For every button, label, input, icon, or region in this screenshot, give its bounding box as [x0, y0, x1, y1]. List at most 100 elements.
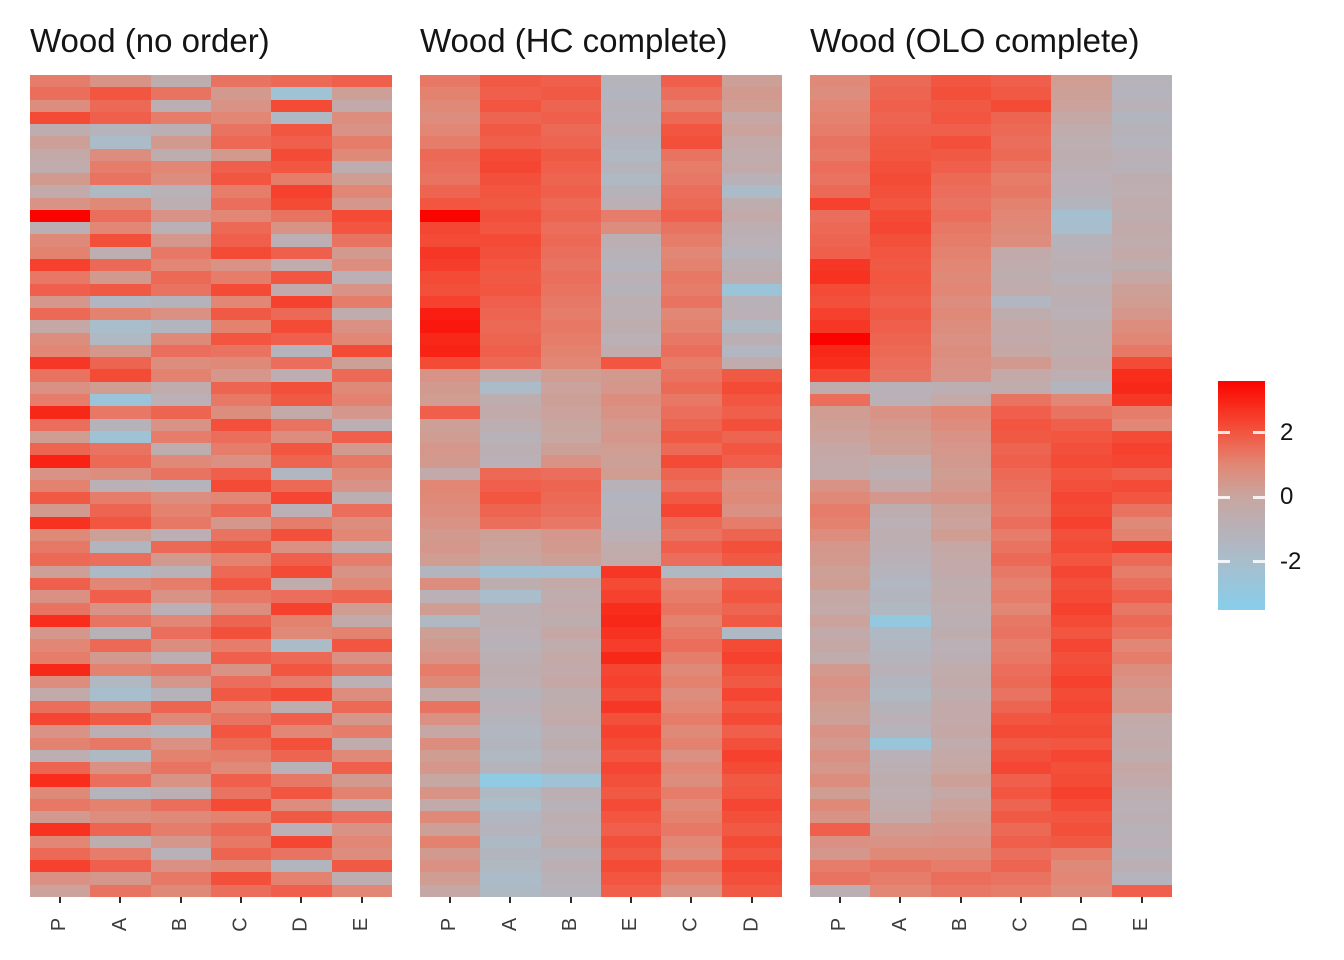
heatmap-cell	[1111, 786, 1172, 799]
heatmap-cell	[721, 504, 782, 517]
heatmap-cell	[721, 835, 782, 848]
heatmap-cell	[420, 295, 481, 309]
x-axis-tick	[449, 897, 452, 903]
heatmap-cell	[600, 700, 662, 713]
heatmap-cell	[420, 872, 481, 885]
heatmap-cell	[990, 884, 1052, 897]
heatmap-cell	[930, 271, 991, 284]
heatmap-cell	[480, 590, 541, 603]
heatmap-cell	[540, 185, 601, 198]
heatmap-cell	[210, 663, 272, 677]
heatmap-cell	[661, 87, 722, 100]
heatmap-cell	[30, 516, 91, 529]
heatmap-cell	[810, 639, 871, 652]
heatmap-cell	[1051, 737, 1112, 750]
heatmap-cell	[210, 847, 272, 861]
heatmap-cell	[90, 418, 151, 431]
heatmap-cell	[1051, 663, 1112, 677]
x-axis-slot: C	[211, 897, 271, 936]
heatmap-cell	[480, 357, 541, 370]
heatmap-cell	[90, 798, 151, 812]
heatmap-cell	[1051, 344, 1112, 358]
heatmap-cell	[990, 430, 1052, 444]
x-axis-slot: E	[332, 897, 392, 936]
heatmap-cell	[870, 811, 931, 824]
heatmap-cell	[810, 443, 871, 456]
heatmap-cell	[331, 847, 392, 861]
heatmap-cell	[810, 614, 871, 628]
heatmap-cell	[331, 614, 392, 628]
heatmap-cell	[1111, 688, 1172, 701]
heatmap-cell	[930, 553, 991, 566]
heatmap-cell	[600, 344, 662, 358]
heatmap-cell	[480, 479, 541, 493]
heatmap-cell	[331, 259, 392, 272]
heatmap-cell	[150, 259, 211, 272]
heatmap-cell	[480, 676, 541, 689]
heatmap-cell	[271, 884, 332, 897]
heatmap-cell	[150, 737, 211, 750]
heatmap-cell	[210, 381, 272, 394]
heatmap-cell	[480, 271, 541, 284]
x-axis-slot: B	[541, 897, 601, 936]
heatmap-cell	[1051, 308, 1112, 321]
heatmap-cell	[30, 504, 91, 517]
heatmap-cell	[420, 234, 481, 247]
heatmap-cell	[90, 467, 151, 480]
heatmap-cell	[420, 823, 481, 836]
heatmap-cell	[721, 99, 782, 112]
x-axis-tick	[569, 897, 572, 903]
heatmap-cell	[90, 308, 151, 321]
heatmap-cell	[930, 234, 991, 247]
heatmap-cell	[540, 492, 601, 505]
heatmap-cell	[810, 418, 871, 431]
x-axis-label: E	[1130, 917, 1153, 932]
heatmap-cell	[540, 418, 601, 431]
heatmap-cell	[721, 308, 782, 321]
heatmap-cell	[661, 823, 722, 836]
heatmap-cell	[271, 418, 332, 431]
heatmap-cell	[1111, 737, 1172, 750]
heatmap-cell	[271, 786, 332, 799]
heatmap-cell	[331, 798, 392, 812]
x-axis-tick	[240, 897, 243, 903]
heatmap-cell	[30, 357, 91, 370]
heatmap-cell	[600, 246, 662, 260]
heatmap-cell	[210, 271, 272, 284]
heatmap-cell	[661, 455, 722, 468]
heatmap-cell	[721, 332, 782, 345]
heatmap-cell	[600, 320, 662, 333]
heatmap-cell	[150, 246, 211, 260]
heatmap-cell	[90, 99, 151, 112]
x-axis-tick	[179, 897, 182, 903]
heatmap-cell	[1111, 160, 1172, 174]
heatmap-cell	[210, 443, 272, 456]
heatmap-cell	[810, 737, 871, 750]
heatmap-cell	[271, 344, 332, 358]
heatmap-cell	[271, 467, 332, 480]
heatmap-cell	[90, 737, 151, 750]
heatmap-cell	[420, 835, 481, 848]
heatmap-cell	[210, 774, 272, 787]
heatmap-cell	[721, 847, 782, 861]
heatmap-cell	[600, 762, 662, 775]
heatmap-cell	[210, 295, 272, 309]
heatmap-cell	[721, 393, 782, 407]
heatmap-cell	[661, 357, 722, 370]
heatmap-cell	[870, 99, 931, 112]
heatmap-cell	[721, 271, 782, 284]
heatmap-cell	[271, 259, 332, 272]
x-axis-label: B	[169, 917, 192, 932]
heatmap-cell	[331, 737, 392, 750]
heatmap-cell	[331, 99, 392, 112]
heatmap-cell	[1051, 823, 1112, 836]
heatmap-cell	[600, 234, 662, 247]
heatmap-cell	[600, 209, 662, 223]
heatmap-cell	[30, 443, 91, 456]
heatmap-cell	[930, 222, 991, 235]
heatmap-cell	[540, 651, 601, 664]
heatmap-cell	[331, 516, 392, 529]
heatmap-cell	[810, 124, 871, 137]
heatmap-cell	[1051, 234, 1112, 247]
heatmap-cell	[210, 749, 272, 763]
